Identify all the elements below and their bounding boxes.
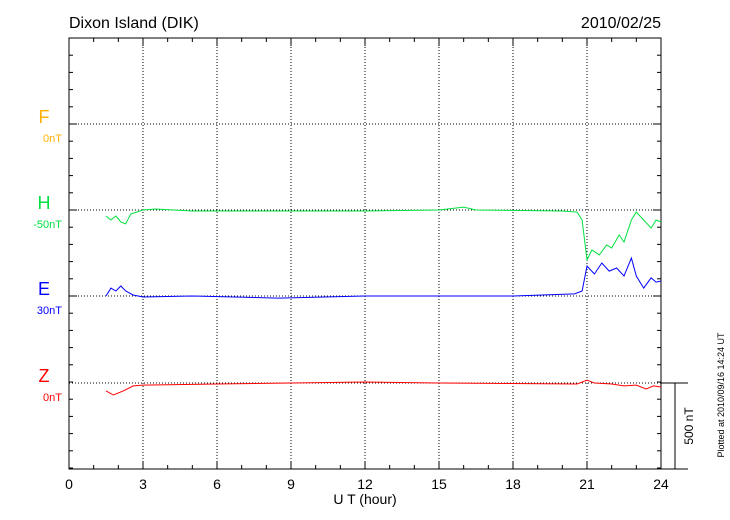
x-tick-label: 0 [65, 476, 73, 492]
series-baseline-E: 30nT [37, 305, 62, 317]
series-name-E: E [38, 279, 50, 299]
trace-E [105, 256, 662, 299]
series-labels: F 0nT H -50nT E 30nT Z 0nT [33, 107, 62, 404]
x-tick-label: 15 [431, 476, 447, 492]
series-name-Z: Z [39, 366, 50, 386]
x-tick-label: 3 [139, 476, 147, 492]
x-axis-label: U T (hour) [333, 491, 396, 507]
x-tick-label: 12 [357, 476, 373, 492]
grid [69, 38, 661, 469]
x-tick-label: 6 [213, 476, 221, 492]
x-tick-label: 21 [579, 476, 595, 492]
x-tick-label: 24 [653, 476, 669, 492]
chart-title: Dixon Island (DIK) [69, 15, 199, 32]
series-baseline-H: -50nT [33, 219, 62, 231]
series-baseline-Z: 0nT [43, 392, 62, 404]
scale-label: 500 nT [682, 407, 696, 445]
axes: 0 3 6 9 12 15 18 21 24 [65, 37, 688, 492]
plotted-note: Plotted at 2010/09/16 14:24 UT [716, 332, 726, 458]
trace-H [105, 206, 662, 262]
series-baseline-F: 0nT [43, 133, 62, 145]
x-tick-label: 18 [505, 476, 521, 492]
chart-date: 2010/02/25 [581, 15, 661, 32]
trace-Z [105, 379, 662, 396]
x-tick-label: 9 [287, 476, 295, 492]
traces [105, 206, 662, 396]
series-name-H: H [38, 193, 51, 213]
series-name-F: F [39, 107, 50, 127]
